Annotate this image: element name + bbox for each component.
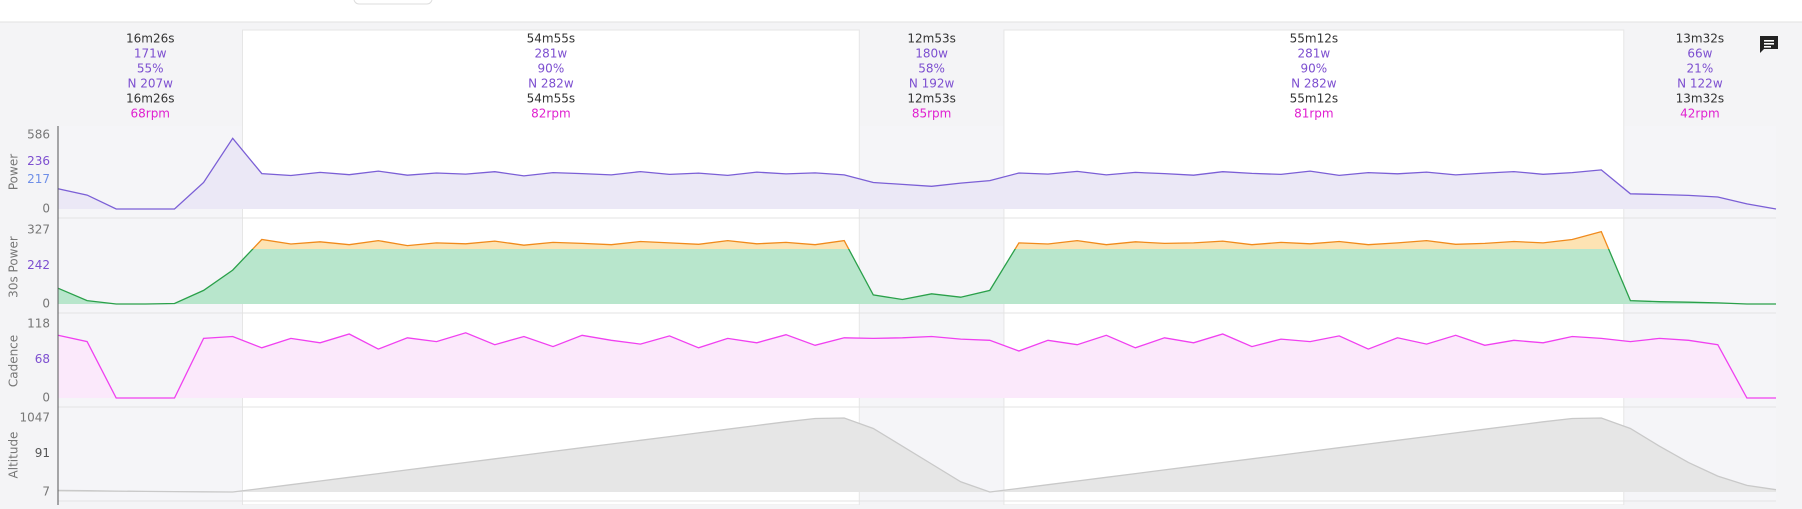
y-tick-label: 217 [27,172,50,186]
interval-cadence: 82rpm [531,107,571,121]
interval-power: 171w [134,47,167,61]
interval-power: 281w [1297,47,1330,61]
interval-percent: 55% [137,62,164,76]
y-tick-label: 327 [27,223,50,237]
y-tick-label: 68 [35,352,50,366]
y-tick-label: 0 [42,391,50,405]
interval-np: N 282w [528,77,574,91]
dropdown[interactable] [353,0,433,5]
track-area [58,418,1776,492]
track-label: Altitude [7,432,21,479]
interval-percent: 21% [1687,62,1714,76]
interval-percent: 90% [1301,62,1328,76]
interval-np: N 207w [127,77,173,91]
y-tick-label: 7 [42,485,50,499]
interval-duration: 12m53s [907,32,955,46]
interval-percent: 58% [918,62,945,76]
interval-time: 12m53s [907,92,955,106]
interval-cadence: 85rpm [912,107,952,121]
y-tick-label: 236 [27,154,50,168]
interval-cadence: 81rpm [1294,107,1334,121]
interval-time: 13m32s [1676,92,1724,106]
interval-np: N 122w [1677,77,1723,91]
interval-duration: 55m12s [1290,32,1338,46]
interval-np: N 192w [909,77,955,91]
track-label: 30s Power [7,236,21,298]
interval-duration: 16m26s [126,32,174,46]
y-tick-label: 0 [42,297,50,311]
y-tick-label: 586 [27,128,50,142]
interval-power: 180w [915,47,948,61]
interval-np: N 282w [1291,77,1337,91]
track-line [57,137,1777,210]
interval-time: 54m55s [527,92,575,106]
track-area [58,332,1776,398]
y-tick-label: 118 [27,317,50,331]
interval-power: 281w [535,47,568,61]
interval-time: 55m12s [1290,92,1338,106]
track-line [57,417,1777,493]
interval-duration: 54m55s [527,32,575,46]
y-tick-label: 91 [35,446,50,460]
interval-duration: 13m32s [1676,32,1724,46]
interval-cadence: 42rpm [1680,107,1720,121]
interval-time: 16m26s [126,92,174,106]
top-bar [0,0,1802,22]
interval-percent: 90% [538,62,565,76]
track-line [57,230,1776,305]
interval-cadence: 68rpm [130,107,170,121]
y-tick-label: 1047 [19,411,50,425]
track-line [57,332,1776,399]
y-tick-label: 242 [27,258,50,272]
track-area [58,138,1776,209]
comments-button[interactable] [1760,36,1778,53]
track-area [58,231,1776,304]
track-label: Power [7,154,21,190]
interval-power: 66w [1687,47,1712,61]
y-tick-label: 0 [42,202,50,216]
track-label: Cadence [7,335,21,387]
